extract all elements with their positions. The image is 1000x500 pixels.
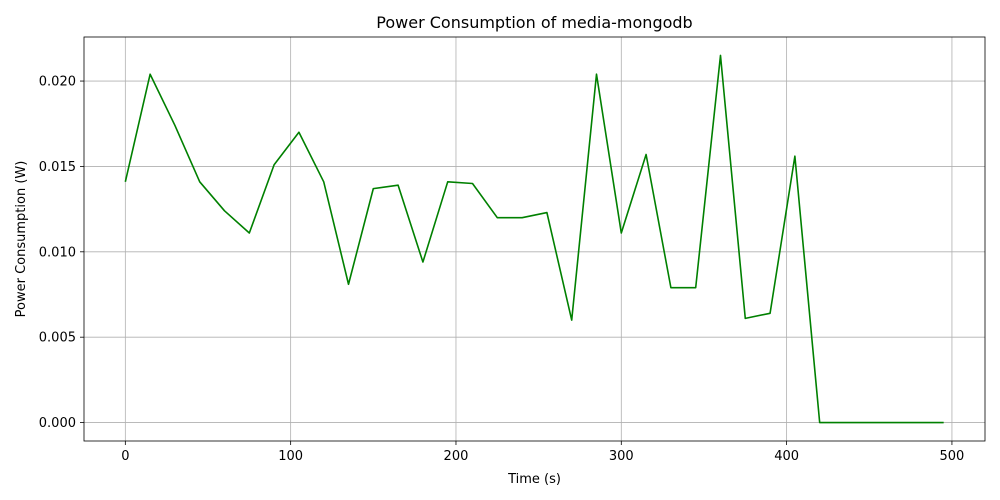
series-lines [124, 54, 944, 424]
y-tick-label: 0.000 [39, 416, 76, 431]
plot-frame [83, 36, 986, 442]
x-tick-label: 500 [940, 449, 965, 464]
x-tick-label: 400 [774, 449, 799, 464]
y-axis-title: Power Consumption (W) [14, 161, 29, 318]
x-tick-label: 300 [609, 449, 634, 464]
x-tick-label: 0 [121, 449, 129, 464]
y-tick-label: 0.015 [39, 160, 76, 175]
axis-ticks: 0 100 200 300 400 500 0.000 0.005 0.010 0.015 0.02… [39, 75, 965, 464]
chart-title: Power Consumption of media-mongodb [376, 13, 692, 32]
y-tick-label: 0.005 [39, 331, 76, 346]
x-tick-label: 100 [278, 449, 303, 464]
power-series-line [124, 54, 944, 424]
x-tick-label: 200 [444, 449, 469, 464]
y-tick-label: 0.010 [39, 245, 76, 260]
y-tick-label: 0.020 [39, 75, 76, 90]
x-axis-title: Time (s) [507, 472, 561, 487]
